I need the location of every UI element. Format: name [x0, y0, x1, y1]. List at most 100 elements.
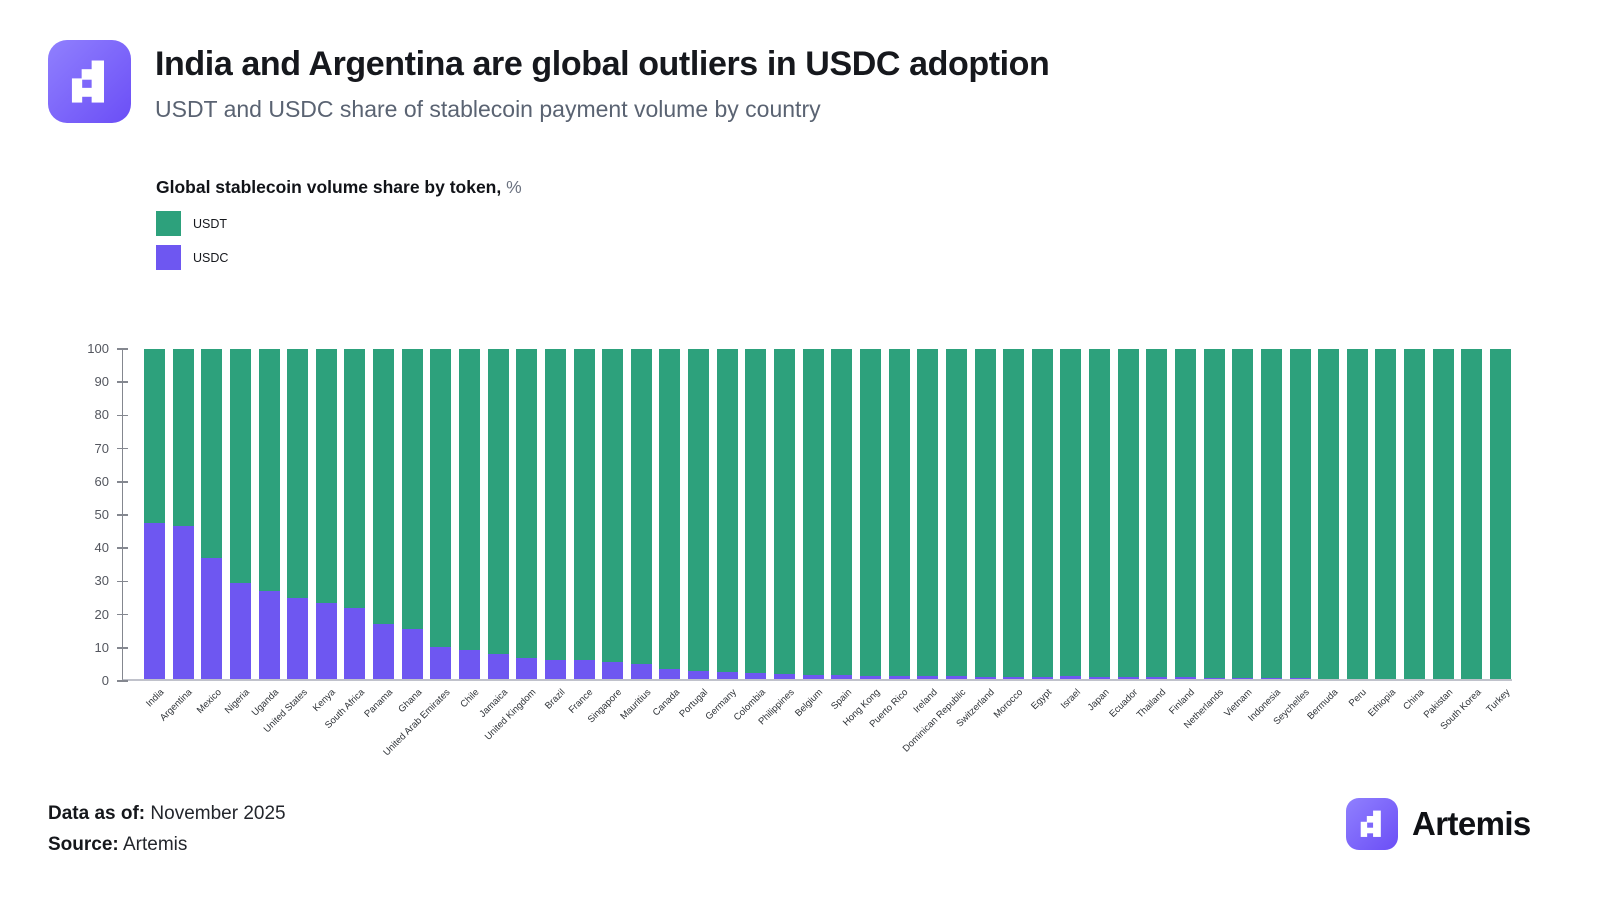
bar-segment-usdc — [888, 675, 910, 679]
bar-segment-usdc — [315, 602, 337, 679]
bar-mauritius[interactable] — [630, 349, 652, 679]
bar-china[interactable] — [1404, 349, 1426, 679]
bar-france[interactable] — [573, 349, 595, 679]
legend-item-usdt[interactable]: USDT — [156, 211, 522, 236]
bar-nigeria[interactable] — [229, 349, 251, 679]
bar-segment-usdc — [516, 658, 538, 679]
bar-egypt[interactable] — [1031, 349, 1053, 679]
bar-segment-usdc — [1260, 677, 1282, 679]
y-axis-tick-label: 20 — [94, 606, 109, 622]
x-axis-label: Peru — [1347, 687, 1370, 709]
y-axis-tick — [117, 680, 128, 682]
stacked-bar-chart: 0 10 20 30 40 50 60 70 80 90 100 India Argentina Mexi… — [87, 341, 1512, 758]
bar-united-states[interactable] — [287, 349, 309, 679]
y-axis-tick-label: 0 — [101, 673, 109, 688]
bar-indonesia[interactable] — [1260, 349, 1282, 679]
bar-colombia[interactable] — [745, 349, 767, 679]
artemis-logo — [48, 40, 131, 123]
x-axis-label: Thailand — [1135, 687, 1169, 721]
bar-kenya[interactable] — [315, 349, 337, 679]
bar-segment-usdc — [774, 674, 796, 679]
x-axis-label: Israel — [1058, 687, 1083, 712]
bar-segment-usdc — [144, 522, 165, 679]
bar-segment-usdc — [1174, 677, 1196, 679]
bar-philippines[interactable] — [774, 349, 796, 679]
bar-hong-kong[interactable] — [859, 349, 881, 679]
y-axis-tick — [117, 514, 128, 516]
bar-segment-usdc — [716, 672, 738, 679]
bar-segment-usdc — [802, 674, 824, 679]
bar-india[interactable] — [144, 349, 165, 679]
bar-ireland[interactable] — [917, 349, 939, 679]
bar-segment-usdc — [258, 591, 280, 679]
x-axis-label: Spain — [828, 687, 854, 712]
bar-thailand[interactable] — [1146, 349, 1168, 679]
bar-puerto-rico[interactable] — [888, 349, 910, 679]
bar-mexico[interactable] — [201, 349, 223, 679]
bar-segment-usdc — [344, 607, 366, 679]
bar-netherlands[interactable] — [1203, 349, 1225, 679]
bar-vietnam[interactable] — [1232, 349, 1254, 679]
bar-segment-usdc — [602, 662, 624, 679]
bar-ghana[interactable] — [401, 349, 423, 679]
footer-meta: Data as of: November 2025 Source: Artemi… — [48, 798, 286, 860]
bar-brazil[interactable] — [544, 349, 566, 679]
legend-item-usdc[interactable]: USDC — [156, 245, 522, 270]
legend-swatch-usdc — [156, 245, 181, 270]
y-axis-tick-label: 40 — [94, 540, 109, 556]
source-label: Source: — [48, 834, 119, 855]
x-axis-label: India — [143, 687, 167, 710]
bar-segment-usdc — [459, 649, 481, 679]
bar-chile[interactable] — [459, 349, 481, 679]
y-axis-tick — [117, 381, 128, 383]
x-axis-label: Mauritius — [618, 687, 654, 723]
x-axis-label: Ecuador — [1107, 687, 1140, 720]
bar-ecuador[interactable] — [1117, 349, 1139, 679]
bar-belgium[interactable] — [802, 349, 824, 679]
bar-united-kingdom[interactable] — [516, 349, 538, 679]
bar-dominican-republic[interactable] — [945, 349, 967, 679]
bar-segment-usdc — [659, 669, 681, 679]
bar-united-arab-emirates[interactable] — [430, 349, 452, 679]
bar-south-korea[interactable] — [1461, 349, 1483, 679]
y-axis-tick-label: 90 — [94, 374, 109, 390]
bar-seychelles[interactable] — [1289, 349, 1311, 679]
bar-finland[interactable] — [1174, 349, 1196, 679]
y-axis-tick-label: 10 — [94, 639, 109, 655]
bar-turkey[interactable] — [1490, 349, 1511, 679]
bar-segment-usdc — [688, 671, 710, 679]
bar-jamaica[interactable] — [487, 349, 509, 679]
y-axis-tick — [117, 348, 128, 350]
page-title: India and Argentina are global outliers … — [155, 45, 1050, 83]
bar-portugal[interactable] — [688, 349, 710, 679]
bar-argentina[interactable] — [172, 349, 194, 679]
y-axis-tick-label: 50 — [94, 507, 109, 522]
bar-panama[interactable] — [373, 349, 395, 679]
x-axis-label: China — [1401, 687, 1427, 713]
bar-south-africa[interactable] — [344, 349, 366, 679]
x-axis-label: Nigeria — [223, 687, 253, 717]
bar-segment-usdc — [630, 664, 652, 679]
bar-israel[interactable] — [1060, 349, 1082, 679]
bar-peru[interactable] — [1346, 349, 1368, 679]
bar-switzerland[interactable] — [974, 349, 996, 679]
y-axis-tick — [117, 647, 128, 649]
bar-spain[interactable] — [831, 349, 853, 679]
bar-pakistan[interactable] — [1432, 349, 1454, 679]
bar-segment-usdc — [1060, 676, 1082, 679]
y-axis-tick — [117, 414, 128, 417]
bar-morocco[interactable] — [1003, 349, 1025, 679]
x-axis-label: Ethiopia — [1365, 687, 1398, 720]
legend-swatch-usdt — [156, 211, 181, 236]
legend-label: USDT — [193, 216, 228, 231]
bar-uganda[interactable] — [258, 349, 280, 679]
x-axis-label: Chile — [458, 687, 482, 711]
bar-singapore[interactable] — [602, 349, 624, 679]
bar-canada[interactable] — [659, 349, 681, 679]
bar-bermuda[interactable] — [1318, 349, 1340, 679]
bar-japan[interactable] — [1089, 349, 1111, 679]
bar-germany[interactable] — [716, 349, 738, 679]
x-axis-label: Kenya — [311, 687, 339, 714]
bar-ethiopia[interactable] — [1375, 349, 1397, 679]
data-as-of-label: Data as of: — [48, 803, 146, 824]
